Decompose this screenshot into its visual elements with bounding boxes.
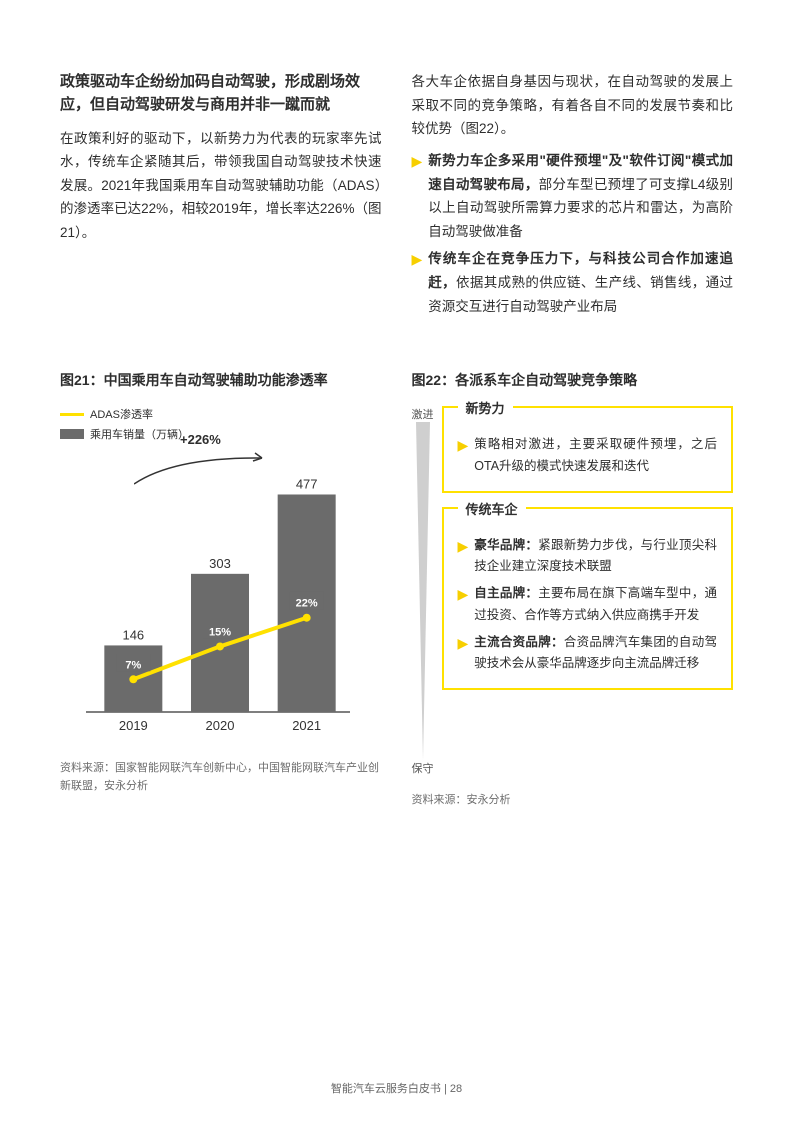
svg-text:7%: 7% — [125, 660, 141, 672]
triangle-icon: ▶ — [458, 583, 469, 626]
section-heading: 政策驱动车企纷纷加码自动驾驶，形成剧场效应，但自动驾驶研发与商用并非一蹴而就 — [60, 70, 382, 117]
fig21: 图21：中国乘用车自动驾驶辅助功能渗透率 ADAS渗透率 乘用车销量（万辆） +… — [60, 370, 382, 810]
svg-text:2020: 2020 — [206, 718, 235, 733]
fig22-body: 激进 保守 新势力 ▶ 策略相对激进，主要采取硬件预埋，之后OTA升级的模式快速… — [412, 406, 734, 776]
fig21-title: 图21：中国乘用车自动驾驶辅助功能渗透率 — [60, 370, 382, 390]
bullet-2: ▶ 传统车企在竞争压力下，与科技公司合作加速追赶，依据其成熟的供应链、生产线、销… — [412, 247, 734, 318]
svg-text:22%: 22% — [296, 598, 318, 610]
bullet-1: ▶ 新势力车企多采用"硬件预埋"及"软件订阅"模式加速自动驾驶布局，部分车型已预… — [412, 149, 734, 244]
axis-top-label: 激进 — [412, 406, 434, 422]
fig22: 图22：各派系车企自动驾驶竞争策略 激进 保守 新势力 ▶ 策略相对激进，主要采… — [412, 370, 734, 810]
new-force-box: 新势力 ▶ 策略相对激进，主要采取硬件预埋，之后OTA升级的模式快速发展和迭代 — [442, 406, 734, 493]
box2-bullet-2: ▶ 自主品牌：主要布局在旗下高端车型中，通过投资、合作等方式纳入供应商携手开发 — [458, 583, 718, 626]
legend-line: ADAS渗透率 — [60, 406, 382, 422]
svg-text:15%: 15% — [209, 627, 231, 639]
legend-box-swatch — [60, 429, 84, 439]
box1-title: 新势力 — [458, 398, 513, 417]
triangle-icon: ▶ — [412, 149, 423, 244]
fig21-source: 资料来源：国家智能网联汽车创新中心，中国智能网联汽车产业创新联盟，安永分析 — [60, 760, 382, 795]
right-bullets: ▶ 新势力车企多采用"硬件预埋"及"软件订阅"模式加速自动驾驶布局，部分车型已预… — [412, 149, 734, 318]
svg-text:2019: 2019 — [119, 718, 148, 733]
bar-chart: 146 2019 303 2020 477 2021 7% 15% 22% — [60, 454, 380, 744]
right-body: 各大车企依据自身基因与现状，在自动驾驶的发展上采取不同的竞争策略，有着各自不同的… — [412, 70, 734, 141]
box2-bullet-3: ▶ 主流合资品牌：合资品牌汽车集团的自动驾驶技术会从豪华品牌逐步向主流品牌迁移 — [458, 632, 718, 675]
box2-bullet-1: ▶ 豪华品牌：紧跟新势力步伐，与行业顶尖科技企业建立深度技术联盟 — [458, 535, 718, 578]
fig21-chart: +226% 1462019303202047720217%15%22% — [60, 454, 382, 744]
intro-columns: 政策驱动车企纷纷加码自动驾驶，形成剧场效应，但自动驾驶研发与商用并非一蹴而就 在… — [60, 70, 733, 322]
figures-row: 图21：中国乘用车自动驾驶辅助功能渗透率 ADAS渗透率 乘用车销量（万辆） +… — [60, 370, 733, 810]
triangle-icon: ▶ — [458, 434, 469, 477]
fig22-source: 资料来源：安永分析 — [412, 792, 734, 810]
svg-text:146: 146 — [122, 628, 144, 643]
triangle-icon: ▶ — [412, 247, 423, 318]
wedge-icon — [416, 422, 430, 760]
left-col: 政策驱动车企纷纷加码自动驾驶，形成剧场效应，但自动驾驶研发与商用并非一蹴而就 在… — [60, 70, 382, 322]
box2-title: 传统车企 — [458, 499, 526, 518]
strategy-boxes: 新势力 ▶ 策略相对激进，主要采取硬件预埋，之后OTA升级的模式快速发展和迭代 … — [442, 406, 734, 776]
svg-text:303: 303 — [209, 556, 231, 571]
page-footer: 智能汽车云服务白皮书 | 28 — [0, 1080, 793, 1096]
legend-line-swatch — [60, 413, 84, 416]
right-col: 各大车企依据自身基因与现状，在自动驾驶的发展上采取不同的竞争策略，有着各自不同的… — [412, 70, 734, 322]
growth-arrow-icon — [134, 452, 279, 486]
left-body: 在政策利好的驱动下，以新势力为代表的玩家率先试水，传统车企紧随其后，带领我国自动… — [60, 127, 382, 245]
svg-text:2021: 2021 — [292, 718, 321, 733]
traditional-box: 传统车企 ▶ 豪华品牌：紧跟新势力步伐，与行业顶尖科技企业建立深度技术联盟 ▶ … — [442, 507, 734, 691]
triangle-icon: ▶ — [458, 535, 469, 578]
axis-bottom-label: 保守 — [412, 760, 434, 776]
triangle-icon: ▶ — [458, 632, 469, 675]
svg-text:477: 477 — [296, 477, 318, 492]
growth-label: +226% — [180, 432, 221, 447]
axis-column: 激进 保守 — [412, 406, 434, 776]
box1-bullet: ▶ 策略相对激进，主要采取硬件预埋，之后OTA升级的模式快速发展和迭代 — [458, 434, 718, 477]
fig22-title: 图22：各派系车企自动驾驶竞争策略 — [412, 370, 734, 390]
